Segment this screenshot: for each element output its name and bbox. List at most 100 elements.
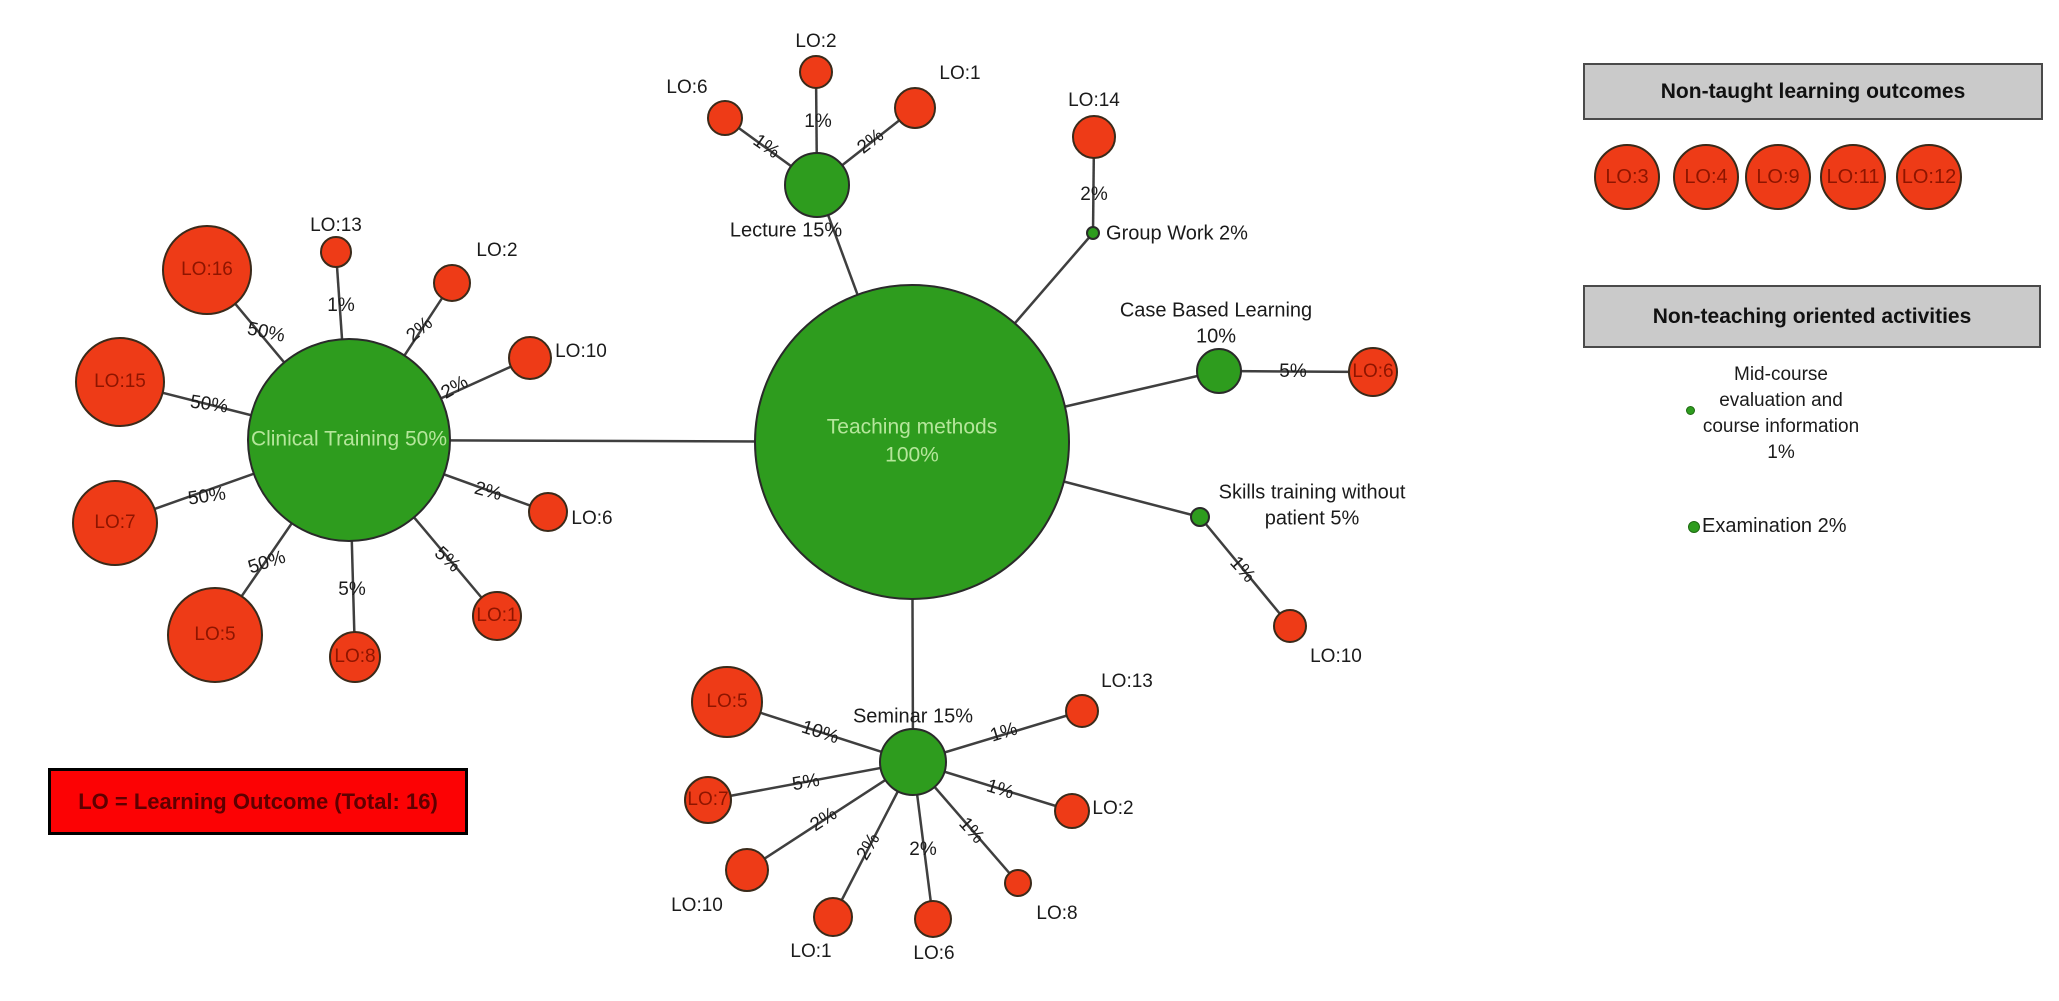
outcome-circle-s5 — [691, 666, 763, 738]
method-circle-clinical — [247, 338, 451, 542]
outcome-circle-c15 — [75, 337, 165, 427]
node-label-s13: LO:13 — [1101, 671, 1153, 692]
outcome-circle-l2 — [799, 55, 833, 89]
pct-label-seminar-s1: 2% — [853, 830, 885, 864]
node-label-s10: LO:10 — [671, 895, 723, 916]
pct-label-seminar-s7: 5% — [791, 770, 822, 795]
outcome-circle-c6 — [528, 492, 568, 532]
mid-course-line-3: course information — [1702, 416, 1860, 437]
node-label-c2: LO:2 — [476, 240, 517, 261]
link-cbl-b6 — [1218, 369, 1374, 374]
node-label-l1: LO:1 — [939, 63, 980, 84]
outcome-circle-c16 — [162, 225, 252, 315]
node-label-skills-0: Skills training without — [1219, 481, 1406, 503]
node-label-b6: LO:6 — [1352, 361, 1393, 382]
mid-course-line-1: Mid-course — [1734, 364, 1828, 385]
legend-non-teaching-title: Non-teaching oriented activities — [1652, 304, 1972, 328]
lo-definition-note: LO = Learning Outcome (Total: 16) — [48, 768, 468, 835]
node-label-teaching-1: 100% — [885, 444, 939, 467]
outcome-circle-s2 — [1054, 793, 1090, 829]
node-label-k10: LO:10 — [1310, 646, 1362, 667]
mid-course-evaluation-label: Mid-course evaluation and course informa… — [1659, 362, 1903, 466]
node-label-c10: LO:10 — [555, 341, 607, 362]
pct-label-clinical-c5: 50% — [246, 547, 289, 579]
outcome-circle-s7 — [684, 776, 732, 824]
examination-dot-icon — [1688, 520, 1700, 533]
outcome-circle-c5 — [167, 587, 263, 683]
pct-label-lecture-l2: 1% — [804, 111, 832, 132]
node-label-s6: LO:6 — [913, 943, 954, 964]
node-label-s2: LO:2 — [1092, 798, 1133, 819]
node-label-teaching-0: Teaching methods — [827, 416, 997, 439]
outcome-circle-b6 — [1348, 347, 1398, 397]
pct-label-cbl-b6: 5% — [1279, 361, 1307, 382]
legend-outcome-lo9: LO:9 — [1745, 144, 1811, 210]
examination-item: Examination 2% — [1688, 515, 1847, 538]
node-label-c16: LO:16 — [181, 259, 233, 280]
node-label-seminar: Seminar 15% — [853, 705, 973, 727]
node-label-c8: LO:8 — [334, 646, 375, 667]
outcome-circle-s6 — [914, 900, 952, 938]
outcome-circle-s1 — [813, 897, 853, 937]
pct-label-seminar-s2: 1% — [984, 775, 1017, 803]
method-circle-groupwork — [1086, 226, 1100, 240]
node-label-lecture: Lecture 15% — [730, 219, 843, 241]
node-label-c1: LO:1 — [476, 605, 517, 626]
outcome-circle-c8 — [329, 631, 381, 683]
outcome-circle-c13 — [320, 236, 352, 268]
pct-label-seminar-s6: 2% — [909, 839, 937, 860]
node-label-c5: LO:5 — [194, 624, 235, 645]
node-label-c6: LO:6 — [571, 508, 612, 529]
outcome-circle-s13 — [1065, 694, 1099, 728]
outcome-circle-g14 — [1072, 115, 1116, 159]
method-circle-cbl — [1196, 348, 1242, 394]
link-skills-k10 — [1199, 516, 1291, 627]
method-circle-lecture — [784, 152, 850, 218]
node-label-g14: LO:14 — [1068, 90, 1120, 111]
outcome-circle-c10 — [508, 336, 552, 380]
pct-label-clinical-c16: 50% — [245, 318, 287, 346]
pct-label-seminar-s10: 2% — [806, 803, 841, 836]
pct-label-clinical-c13: 1% — [327, 295, 355, 316]
legend-outcome-lo4: LO:4 — [1673, 144, 1739, 210]
legend-outcome-lo3: LO:3 — [1594, 144, 1660, 210]
node-label-groupwork: Group Work 2% — [1106, 222, 1248, 244]
method-circle-skills — [1190, 507, 1210, 527]
node-label-s8: LO:8 — [1036, 903, 1077, 924]
outcome-circle-l1 — [894, 87, 936, 129]
pct-label-seminar-s13: 1% — [988, 718, 1021, 746]
node-label-c15: LO:15 — [94, 371, 146, 392]
method-circle-seminar — [879, 728, 947, 796]
node-label-clinical: Clinical Training 50% — [251, 428, 447, 451]
pct-label-clinical-c6: 2% — [472, 478, 504, 505]
outcome-circle-c7 — [72, 480, 158, 566]
outcome-circle-c2 — [433, 264, 471, 302]
examination-label: Examination 2% — [1702, 515, 1847, 537]
mid-course-line-2: evaluation and — [1719, 390, 1843, 411]
node-label-l2: LO:2 — [795, 31, 836, 52]
node-label-c13: LO:13 — [310, 215, 362, 236]
outcome-circle-s8 — [1004, 869, 1032, 897]
pct-label-groupwork-g14: 2% — [1080, 184, 1108, 205]
pct-label-seminar-s5: 10% — [799, 717, 842, 749]
pct-label-clinical-c8: 5% — [338, 579, 366, 600]
legend-outcome-lo11: LO:11 — [1820, 144, 1886, 210]
node-label-c7: LO:7 — [94, 512, 135, 533]
legend-outcome-lo12: LO:12 — [1896, 144, 1962, 210]
node-label-cbl-1: 10% — [1196, 325, 1236, 347]
legend-non-taught-header: Non-taught learning outcomes — [1583, 63, 2043, 120]
outcome-circle-s10 — [725, 848, 769, 892]
outcome-circle-l6 — [707, 100, 743, 136]
node-label-cbl-0: Case Based Learning — [1120, 299, 1312, 321]
node-label-s5: LO:5 — [706, 691, 747, 712]
lo-definition-text: LO = Learning Outcome (Total: 16) — [78, 788, 438, 814]
pct-label-clinical-c2: 2% — [402, 313, 437, 347]
pct-label-clinical-c7: 50% — [187, 483, 228, 509]
legend-non-taught-title: Non-taught learning outcomes — [1660, 79, 1966, 103]
pct-label-clinical-c15: 50% — [189, 391, 230, 417]
link-seminar-s7 — [707, 760, 914, 802]
legend-non-teaching-header: Non-teaching oriented activities — [1583, 285, 2041, 348]
outcome-circle-c1 — [472, 591, 522, 641]
